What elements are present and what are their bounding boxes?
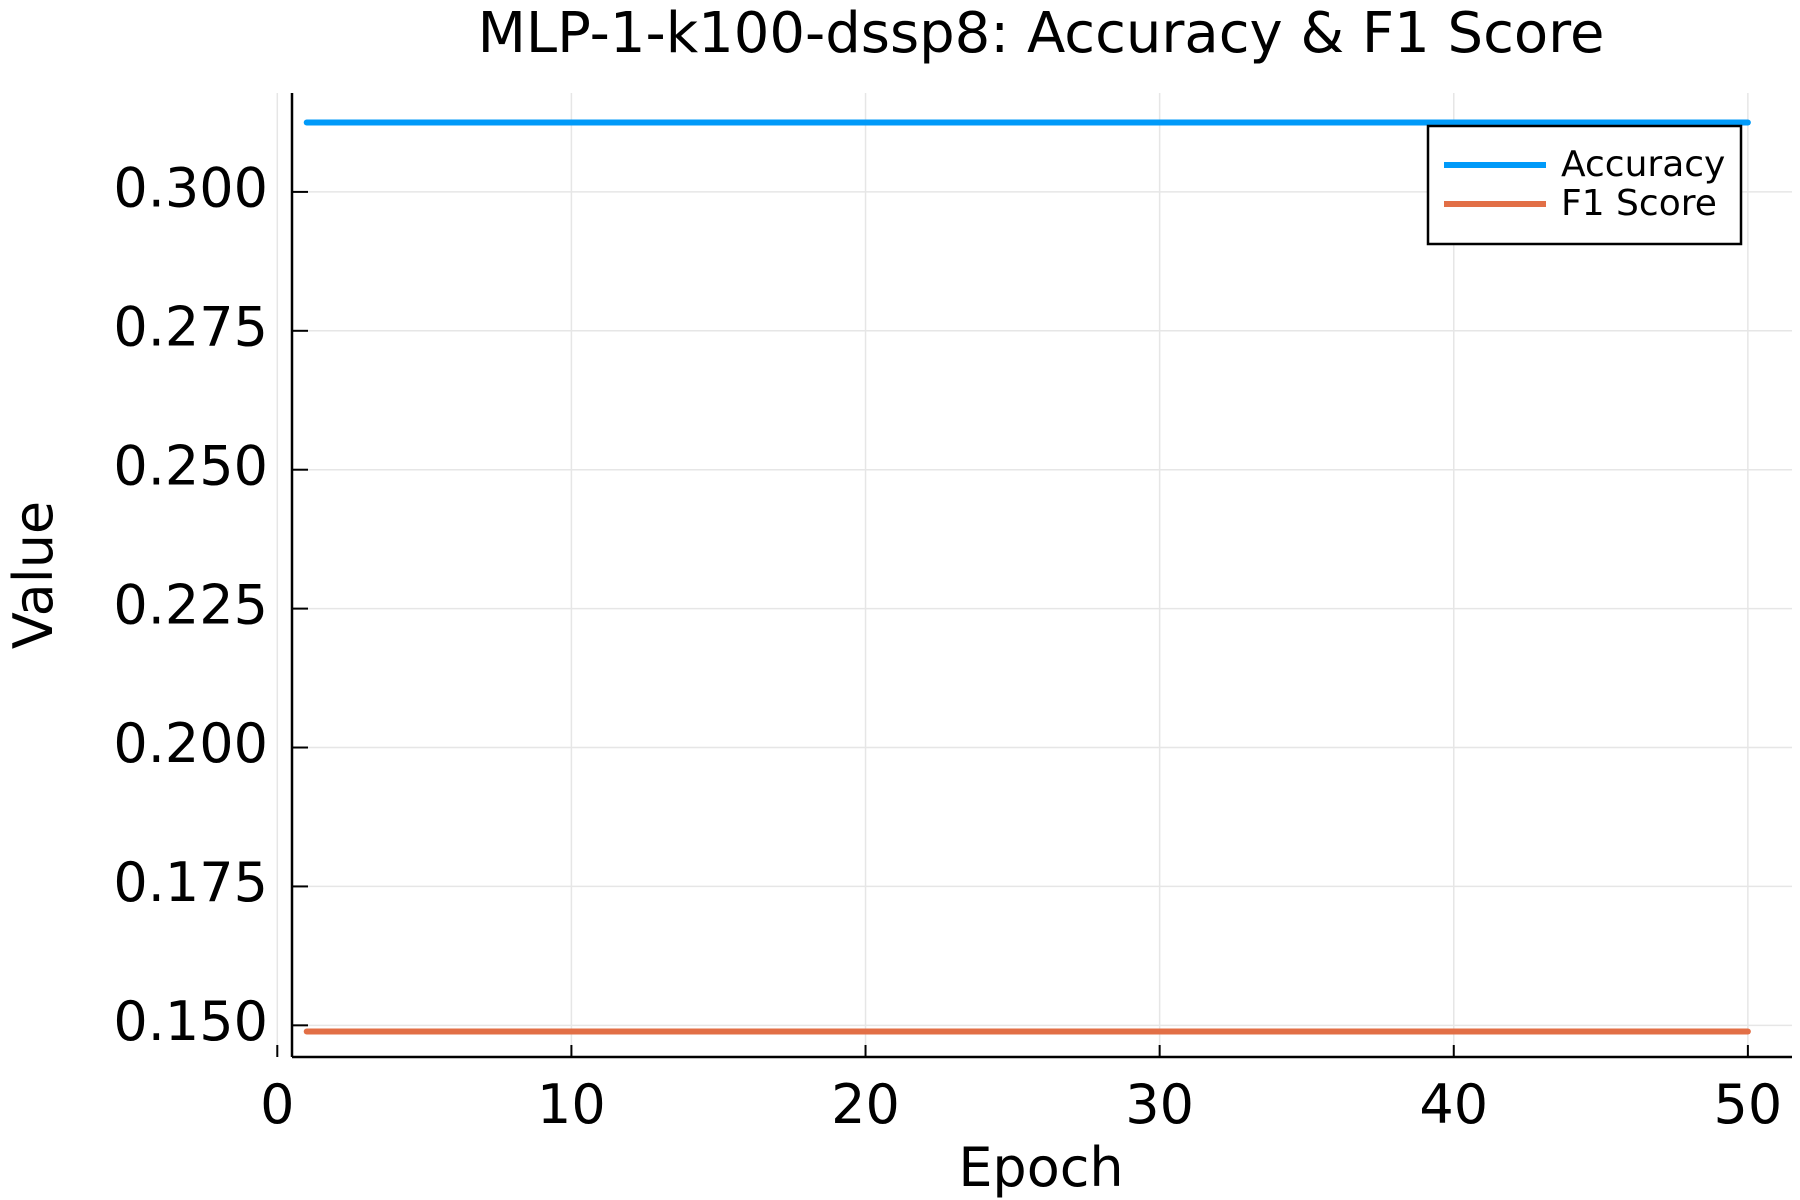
legend-label-f1-score: F1 Score — [1561, 183, 1717, 224]
y-axis-label: Value — [2, 501, 65, 649]
chart-title: MLP-1-k100-dssp8: Accuracy & F1 Score — [478, 1, 1605, 66]
x-ticks: 0 10 20 30 40 50 — [260, 1045, 1782, 1136]
legend: Accuracy F1 Score — [1426, 124, 1743, 246]
x-tick-label: 0 — [260, 1073, 294, 1136]
y-tick-label: 0.200 — [113, 712, 268, 775]
axes — [290, 93, 1792, 1059]
y-tick-label: 0.275 — [113, 295, 268, 358]
y-tick-label: 0.250 — [113, 434, 268, 497]
y-tick-label: 0.175 — [113, 851, 268, 914]
x-tick-label: 40 — [1419, 1073, 1488, 1136]
legend-box — [1426, 124, 1743, 246]
y-ticks: 0.150 0.175 0.200 0.225 0.250 0.275 0.300 — [113, 157, 308, 1053]
y-tick-label: 0.225 — [113, 573, 268, 636]
x-tick-label: 20 — [831, 1073, 900, 1136]
legend-label-accuracy: Accuracy — [1561, 144, 1725, 185]
x-tick-label: 50 — [1714, 1073, 1783, 1136]
series-lines — [303, 119, 1751, 1035]
x-axis-label: Epoch — [958, 1136, 1123, 1199]
x-tick-label: 30 — [1125, 1073, 1194, 1136]
y-tick-label: 0.150 — [113, 990, 268, 1053]
x-tick-label: 10 — [537, 1073, 606, 1136]
y-tick-label: 0.300 — [113, 157, 268, 220]
